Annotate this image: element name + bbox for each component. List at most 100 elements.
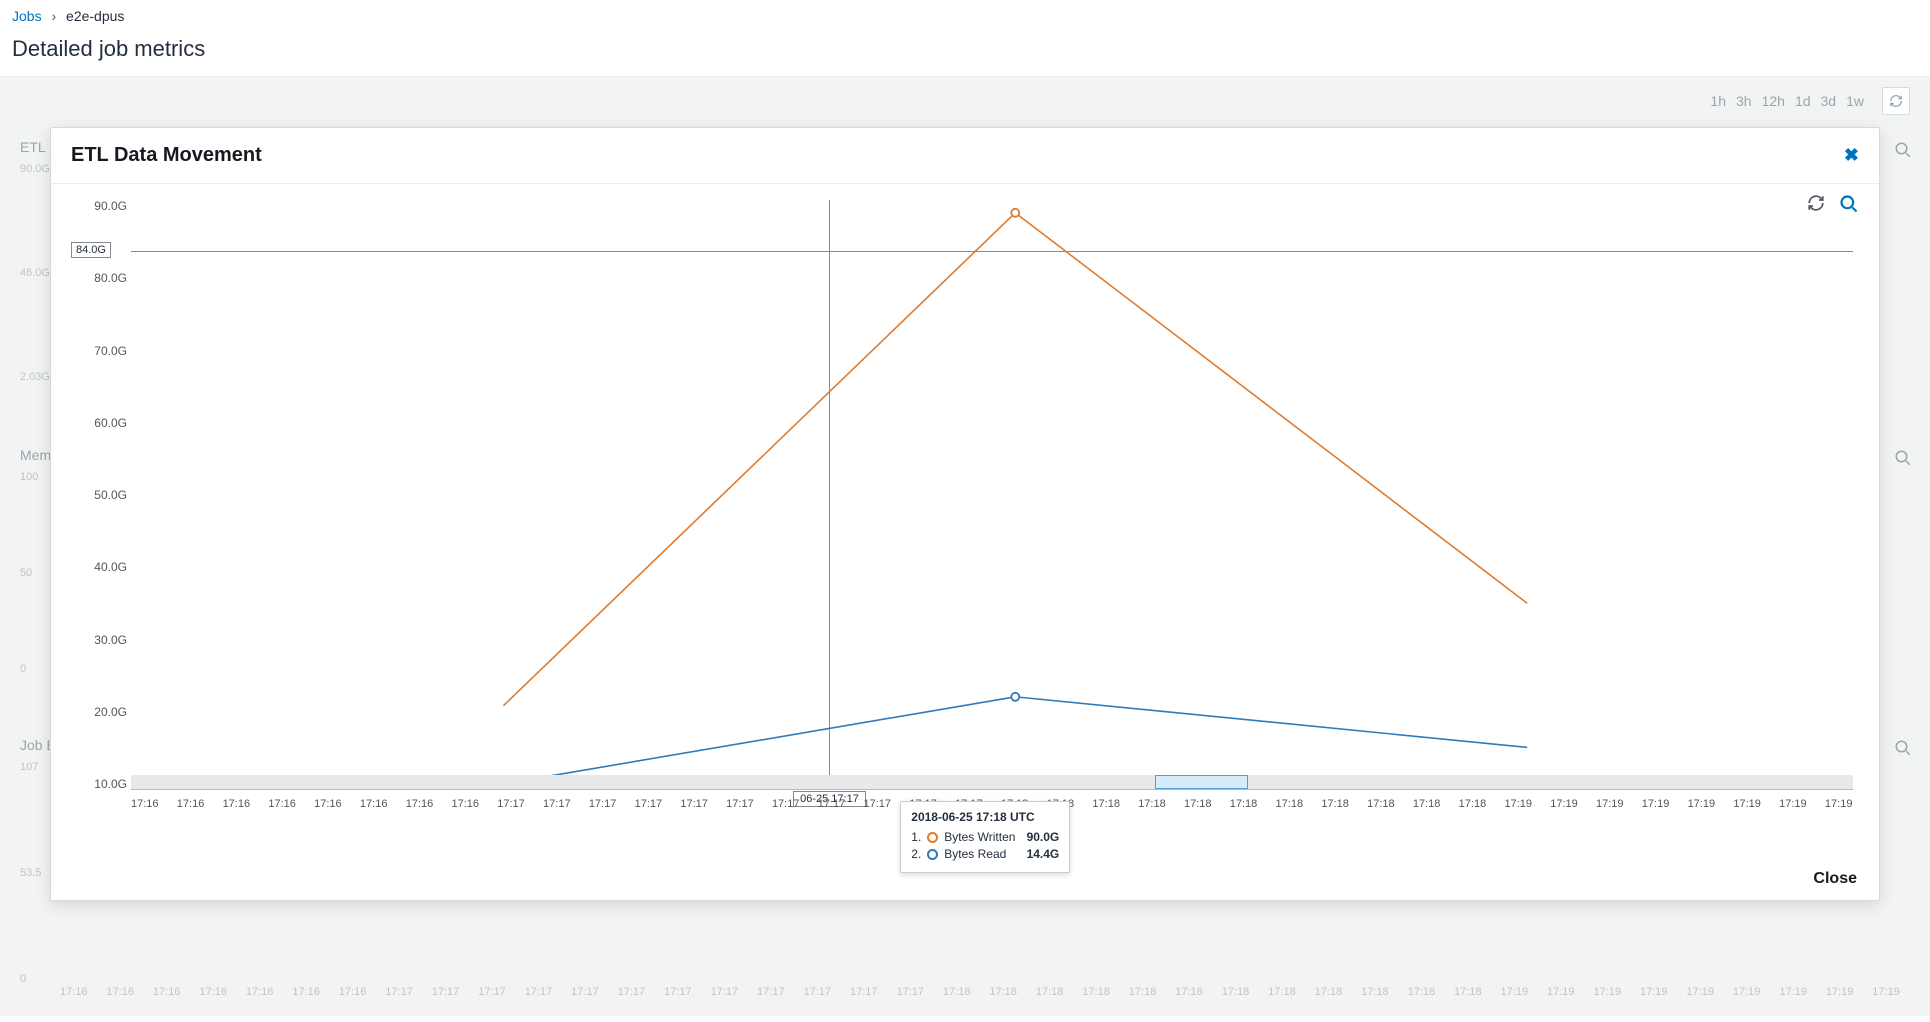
bg-x-tick: 17:18 xyxy=(1175,986,1203,998)
bg-x-tick: 17:17 xyxy=(804,986,832,998)
x-tick: 17:19 xyxy=(1504,798,1532,810)
bg-x-tick: 17:17 xyxy=(664,986,692,998)
x-tick: 17:18 xyxy=(1230,798,1258,810)
bg-x-tick: 17:17 xyxy=(896,986,924,998)
y-tick: 50.0G xyxy=(94,489,127,501)
x-tick: 17:16 xyxy=(360,798,388,810)
breadcrumb-root[interactable]: Jobs xyxy=(12,8,42,24)
x-tick: 17:17 xyxy=(864,798,892,810)
bg-x-tick: 17:17 xyxy=(757,986,785,998)
x-tick: 17:18 xyxy=(1138,798,1166,810)
y-tick: 60.0G xyxy=(94,417,127,429)
refresh-icon xyxy=(1889,94,1903,108)
tooltip-index: 2. xyxy=(911,847,921,861)
bg-x-tick: 17:19 xyxy=(1872,986,1900,998)
bg-x-tick: 17:19 xyxy=(1593,986,1621,998)
range-3d[interactable]: 3d xyxy=(1821,93,1837,109)
bg-x-tick: 17:18 xyxy=(989,986,1017,998)
modal-close-button[interactable]: ✖ xyxy=(1844,145,1859,166)
chart-lines xyxy=(131,200,1853,789)
tooltip-index: 1. xyxy=(911,830,921,844)
x-tick: 17:16 xyxy=(223,798,251,810)
bg-x-tick: 17:19 xyxy=(1547,986,1575,998)
bg-x-tick: 17:17 xyxy=(618,986,646,998)
bg-x-tick: 17:19 xyxy=(1640,986,1668,998)
bg-x-tick: 17:18 xyxy=(1408,986,1436,998)
scrubber-selection[interactable] xyxy=(1155,775,1248,789)
bg-x-tick: 17:18 xyxy=(1315,986,1343,998)
bg-x-tick: 17:16 xyxy=(292,986,320,998)
bg-x-tick: 17:17 xyxy=(711,986,739,998)
tooltip-row: 1. Bytes Written 90.0G xyxy=(911,830,1059,844)
plot-region[interactable]: 06-25 17:17 xyxy=(131,200,1853,790)
modal-footer: Close xyxy=(1813,870,1857,888)
range-3h[interactable]: 3h xyxy=(1736,93,1752,109)
bg-x-axis: 17:1617:1617:1617:1617:1617:1617:1617:17… xyxy=(60,986,1900,998)
x-tick: 17:16 xyxy=(177,798,205,810)
range-12h[interactable]: 12h xyxy=(1762,93,1785,109)
bg-x-tick: 17:16 xyxy=(153,986,181,998)
x-tick: 17:18 xyxy=(1413,798,1441,810)
y-tick: 90.0G xyxy=(94,200,127,212)
x-tick: 17:17 xyxy=(497,798,525,810)
time-scrubber[interactable] xyxy=(131,775,1853,789)
expand-chart-icon[interactable] xyxy=(1894,141,1912,162)
tooltip-row: 2. Bytes Read 14.4G xyxy=(911,847,1059,861)
chart-modal: ETL Data Movement ✖ 90.0G80.0G70.0G60.0G… xyxy=(50,127,1880,901)
bg-x-tick: 17:18 xyxy=(1129,986,1157,998)
chart-tooltip: 2018-06-25 17:18 UTC 1. Bytes Written 90… xyxy=(900,801,1070,873)
bg-x-tick: 17:17 xyxy=(432,986,460,998)
metrics-panel: 1h 3h 12h 1d 3d 1w ETL D 90.0G 46.0G 2.0… xyxy=(0,76,1930,1016)
x-tick: 17:18 xyxy=(1459,798,1487,810)
bg-x-tick: 17:18 xyxy=(1454,986,1482,998)
x-tick: 17:17 xyxy=(726,798,754,810)
chart-area[interactable]: 90.0G80.0G70.0G60.0G50.0G40.0G30.0G20.0G… xyxy=(71,200,1859,830)
bg-x-tick: 17:18 xyxy=(1222,986,1250,998)
x-tick: 17:17 xyxy=(635,798,663,810)
bg-x-tick: 17:17 xyxy=(525,986,553,998)
x-tick: 17:18 xyxy=(1092,798,1120,810)
x-tick: 17:16 xyxy=(314,798,342,810)
bg-ytick: 53.5 xyxy=(20,867,41,879)
bg-x-tick: 17:18 xyxy=(943,986,971,998)
tooltip-series-label: Bytes Read xyxy=(944,847,1006,861)
bg-x-tick: 17:16 xyxy=(199,986,227,998)
bg-x-tick: 17:19 xyxy=(1733,986,1761,998)
x-tick: 17:19 xyxy=(1642,798,1670,810)
bg-ytick: 0 xyxy=(20,973,26,985)
bg-ytick: 90.0G xyxy=(20,163,50,175)
page-title: Detailed job metrics xyxy=(0,32,1930,76)
bg-x-tick: 17:18 xyxy=(1082,986,1110,998)
breadcrumb: Jobs › e2e-dpus xyxy=(0,0,1930,32)
time-range-selector: 1h 3h 12h 1d 3d 1w xyxy=(1710,87,1910,115)
refresh-button[interactable] xyxy=(1882,87,1910,115)
bg-ytick: 46.0G xyxy=(20,267,50,279)
x-tick: 17:18 xyxy=(1367,798,1395,810)
x-tick: 17:17 xyxy=(772,798,800,810)
x-tick: 17:18 xyxy=(1276,798,1304,810)
modal-title: ETL Data Movement xyxy=(71,144,262,167)
y-tick: 30.0G xyxy=(94,634,127,646)
close-button[interactable]: Close xyxy=(1813,870,1857,887)
y-tick: 40.0G xyxy=(94,561,127,573)
x-tick: 17:16 xyxy=(131,798,159,810)
bg-x-tick: 17:19 xyxy=(1826,986,1854,998)
bg-x-tick: 17:17 xyxy=(385,986,413,998)
expand-chart-icon[interactable] xyxy=(1894,449,1912,470)
bg-x-tick: 17:18 xyxy=(1361,986,1389,998)
bg-x-tick: 17:19 xyxy=(1501,986,1529,998)
modal-header: ETL Data Movement ✖ xyxy=(51,128,1879,184)
bg-x-tick: 17:16 xyxy=(60,986,88,998)
bg-x-tick: 17:16 xyxy=(246,986,274,998)
x-tick: 17:17 xyxy=(589,798,617,810)
range-1d[interactable]: 1d xyxy=(1795,93,1811,109)
range-1w[interactable]: 1w xyxy=(1846,93,1864,109)
bg-x-tick: 17:17 xyxy=(571,986,599,998)
range-1h[interactable]: 1h xyxy=(1710,93,1726,109)
expand-chart-icon[interactable] xyxy=(1894,739,1912,760)
x-tick: 17:17 xyxy=(680,798,708,810)
tooltip-series-label: Bytes Written xyxy=(944,830,1015,844)
y-annotation: 84.0G xyxy=(71,242,111,258)
bg-ytick: 107 xyxy=(20,761,38,773)
y-axis: 90.0G80.0G70.0G60.0G50.0G40.0G30.0G20.0G… xyxy=(71,200,127,790)
